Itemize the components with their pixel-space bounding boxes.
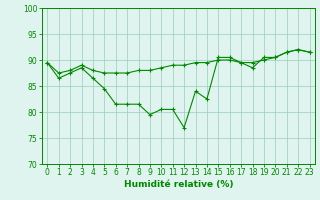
X-axis label: Humidité relative (%): Humidité relative (%)	[124, 180, 233, 189]
